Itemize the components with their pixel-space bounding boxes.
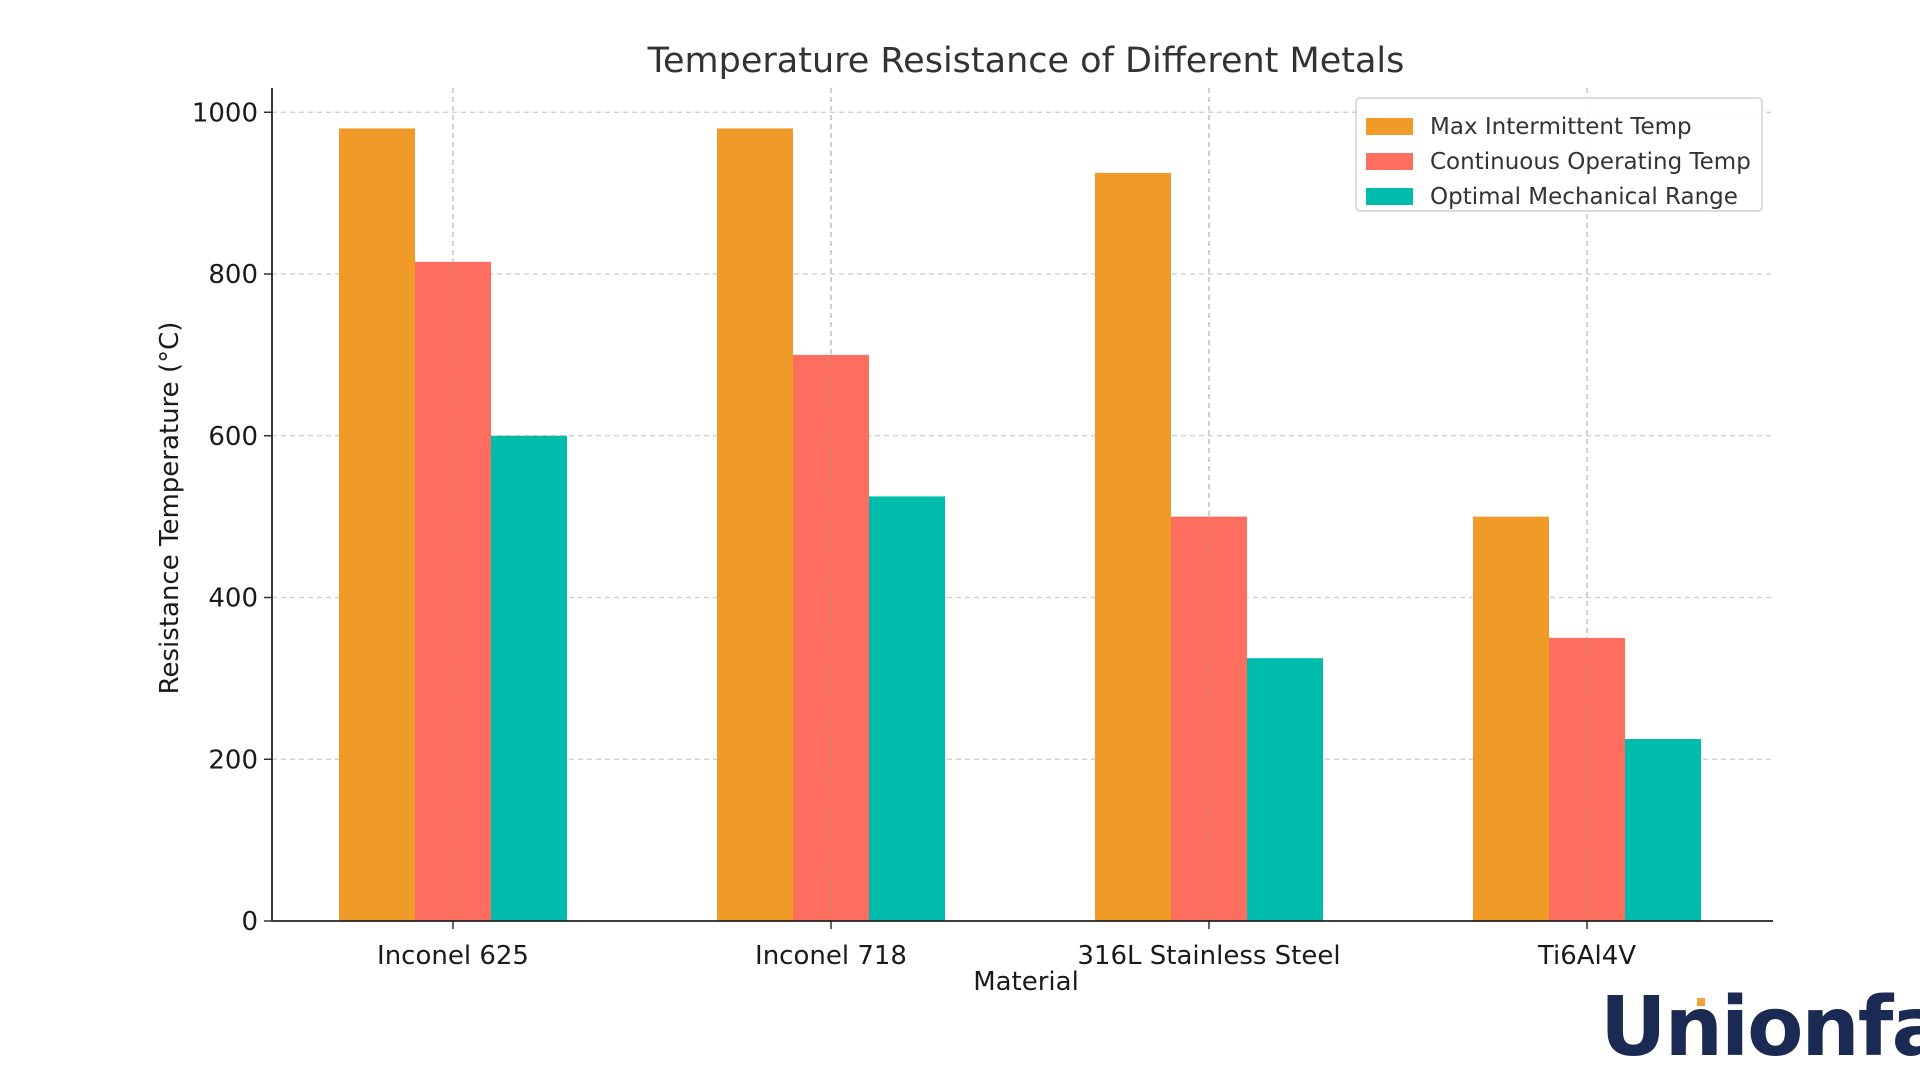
x-tick-label: Inconel 625: [377, 941, 529, 971]
bar: [869, 496, 945, 921]
x-tick-label: Ti6Al4V: [1537, 941, 1636, 971]
y-tick-label: 600: [208, 422, 258, 452]
axes: [264, 88, 1773, 929]
x-tick-label: 316L Stainless Steel: [1077, 941, 1340, 971]
bar: [717, 128, 793, 921]
legend-swatch: [1366, 153, 1413, 170]
bar: [415, 261, 491, 921]
legend-box: [1355, 97, 1763, 212]
y-tick-label: 400: [208, 584, 258, 614]
bar: [1247, 658, 1323, 921]
logo-text: Unionfab: [1600, 980, 1920, 1075]
y-axis-label: Resistance Temperature (°C): [155, 322, 185, 695]
legend: Max Intermittent Temp Continuous Operatin…: [1355, 97, 1763, 212]
chart-title: Temperature Resistance of Different Meta…: [647, 41, 1405, 81]
y-tick-label: 0: [241, 907, 258, 937]
bars: [339, 88, 1701, 921]
y-tick-label: 800: [208, 260, 258, 290]
unionfab-logo: Unionfab: [1600, 980, 1920, 1075]
bar: [339, 128, 415, 921]
tick-labels: 0 200 400 600 800 1000 Inconel 625 Inconel 718 3…: [192, 98, 1636, 971]
bar: [1625, 739, 1701, 921]
legend-label: Optimal Mechanical Range: [1430, 184, 1738, 210]
bar: [1171, 516, 1247, 921]
bar: [793, 354, 869, 921]
bar: [1473, 516, 1549, 921]
legend-swatch: [1366, 118, 1413, 135]
bar: [1095, 172, 1171, 921]
x-tick-label: Inconel 718: [755, 941, 907, 971]
y-tick-label: 200: [208, 745, 258, 775]
bar: [1549, 637, 1625, 921]
x-axis-label: Material: [973, 967, 1079, 997]
y-tick-label: 1000: [192, 98, 258, 128]
legend-swatch: [1366, 188, 1413, 205]
legend-label: Max Intermittent Temp: [1430, 114, 1692, 140]
logo-accent-dot: [1697, 998, 1705, 1006]
bar: [491, 435, 567, 921]
legend-label: Continuous Operating Temp: [1430, 149, 1751, 175]
